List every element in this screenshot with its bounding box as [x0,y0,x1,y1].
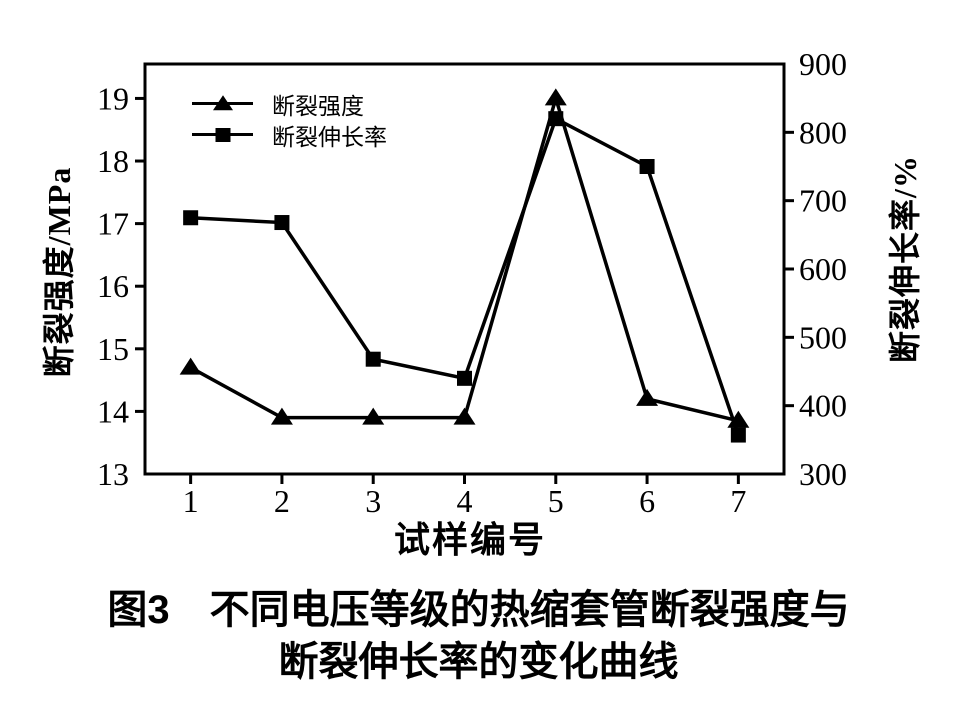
strength-point-3 [362,407,385,425]
left-axis-title: 断裂强度/MPa [41,166,77,378]
figure-caption-line1: 图3 不同电压等级的热缩套管断裂强度与 [107,588,850,632]
x-tick-label: 5 [548,483,564,519]
right-tick-label: 600 [799,251,847,287]
strength-point-6 [636,388,659,406]
legend: 断裂强度 断裂伸长率 [192,88,387,150]
strength-point-5 [544,88,567,106]
x-axis-title: 试样编号 [393,520,547,560]
left-tick-label: 14 [97,393,129,429]
elongation-point-6 [639,159,655,174]
elongation-point-1 [183,210,199,226]
figure-caption-line2: 断裂伸长率的变化曲线 [278,640,679,684]
strength-point-1 [179,357,202,375]
x-tick-label: 6 [639,483,655,519]
legend-entry-strength: 断裂强度 [192,88,387,119]
triangle-marker-icon [212,94,233,110]
elongation-point-4 [457,370,472,386]
elongation-point-7 [730,427,746,443]
right-tick-label: 300 [799,456,847,492]
right-tick-label: 800 [799,114,847,150]
elongation-point-3 [365,351,381,367]
right-tick-label: 900 [799,46,847,82]
left-tick-label: 15 [97,331,129,367]
right-axis-title: 断裂伸长率/% [887,155,923,363]
left-tick-label: 17 [97,206,129,242]
strength-point-2 [270,407,293,425]
right-tick-label: 500 [799,319,847,355]
left-tick-label: 16 [97,268,129,304]
right-tick-label: 700 [799,183,847,219]
legend-label-strength: 断裂强度 [272,93,364,119]
x-tick-label: 3 [365,483,381,519]
elongation-point-5 [548,111,564,127]
figure-caption: 图3 不同电压等级的热缩套管断裂强度与 断裂伸长率的变化曲线 [0,584,957,688]
legend-label-elongation: 断裂伸长率 [272,124,387,150]
left-tick-label: 13 [97,456,129,492]
right-tick-label: 400 [799,388,847,424]
legend-entry-elongation: 断裂伸长率 [192,119,387,150]
left-tick-label: 19 [97,80,129,116]
elongation-point-2 [274,215,290,231]
square-marker-icon [215,127,230,142]
x-tick-label: 4 [457,483,473,519]
x-tick-label: 7 [730,483,746,519]
legend-line-sample [192,127,253,142]
strength-point-4 [453,407,476,425]
x-tick-label: 2 [274,483,290,519]
left-tick-label: 18 [97,143,129,179]
x-tick-label: 1 [183,483,199,519]
elongation-line [190,116,741,436]
legend-line-sample [192,94,253,110]
